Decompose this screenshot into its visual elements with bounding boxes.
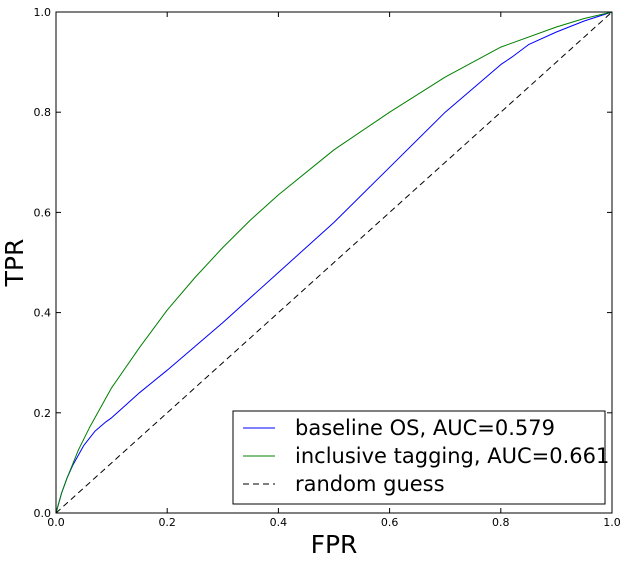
x-tick-label: 0.0	[47, 516, 65, 529]
y-tick-label: 0.4	[34, 307, 52, 320]
x-axis-label: FPR	[311, 530, 358, 559]
plot-frame	[55, 11, 613, 514]
series-line-0	[55, 11, 613, 514]
legend: baseline OS, AUC=0.579 inclusive tagging,…	[232, 410, 609, 505]
legend-label-0: baseline OS, AUC=0.579	[295, 416, 555, 440]
legend-label-1: inclusive tagging, AUC=0.661	[295, 444, 609, 468]
y-tick-label: 0.0	[34, 507, 52, 520]
legend-box	[232, 410, 606, 505]
x-tick-label: 0.6	[381, 516, 399, 529]
legend-label-2: random guess	[295, 472, 445, 496]
x-tick-label: 0.2	[158, 516, 176, 529]
y-tick-label: 0.2	[34, 407, 52, 420]
series-line-2	[55, 11, 613, 514]
y-tick-label: 0.6	[34, 206, 52, 219]
x-tick-label: 0.4	[270, 516, 288, 529]
y-tick-label: 0.8	[34, 106, 52, 119]
y-axis-label: TPR	[0, 239, 29, 288]
plot-series	[55, 11, 613, 514]
y-tick-label: 1.0	[34, 6, 52, 19]
x-tick-label: 1.0	[603, 516, 621, 529]
series-line-1	[55, 11, 613, 514]
x-tick-label: 0.8	[492, 516, 510, 529]
